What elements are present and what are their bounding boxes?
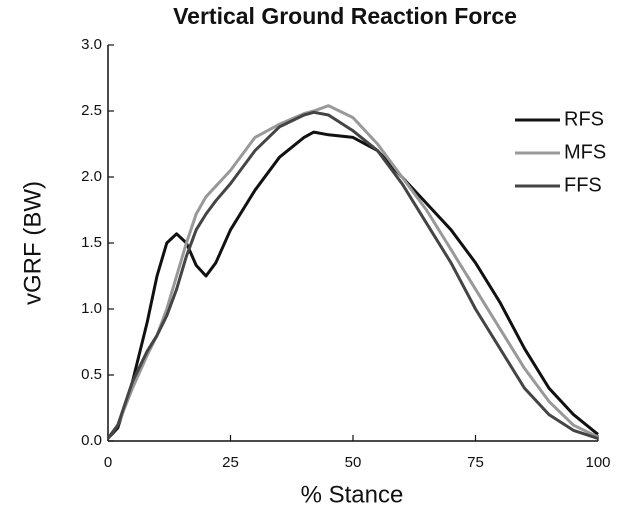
y-tick-label: 1.0 (81, 300, 102, 317)
legend-label: RFS (564, 108, 604, 130)
x-tick-label: 25 (222, 454, 239, 471)
x-tick-label: 50 (345, 454, 362, 471)
x-tick-label: 75 (467, 454, 484, 471)
x-axis-title: % Stance (301, 481, 404, 508)
x-tick-label: 0 (104, 454, 112, 471)
legend-label: FFS (564, 174, 602, 196)
y-tick-label: 0.5 (81, 366, 102, 383)
y-tick-label: 2.0 (81, 168, 102, 185)
chart-title: Vertical Ground Reaction Force (173, 3, 517, 29)
y-tick-label: 3.0 (81, 36, 102, 53)
y-tick-label: 2.5 (81, 102, 102, 119)
legend-label: MFS (564, 141, 606, 163)
y-axis-title: vGRF (BW) (19, 181, 46, 305)
y-tick-label: 1.5 (81, 234, 102, 251)
x-tick-label: 100 (585, 454, 610, 471)
data-line (106, 130, 599, 440)
data-line (106, 110, 599, 440)
y-tick-label: 0.0 (81, 432, 102, 449)
